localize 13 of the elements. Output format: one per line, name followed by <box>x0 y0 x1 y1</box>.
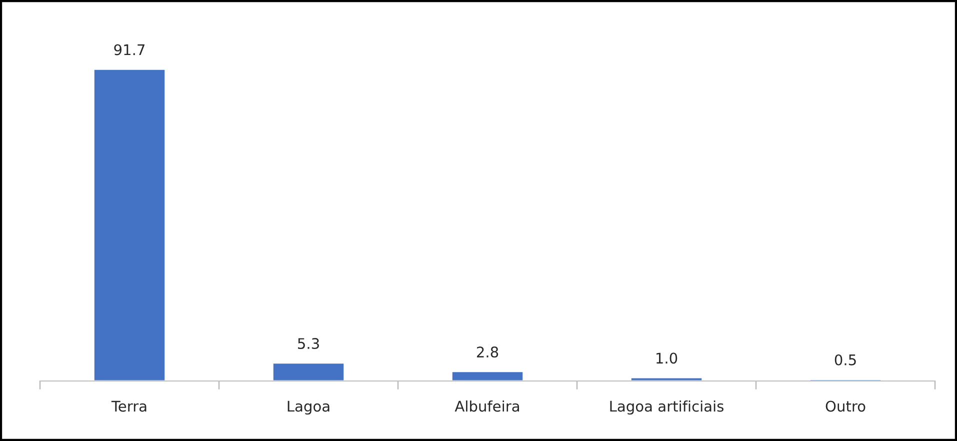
bar <box>93 68 166 381</box>
data-label: 5.3 <box>298 338 319 350</box>
data-label: 0.5 <box>834 354 856 366</box>
x-tick-label: Lagoa <box>288 400 330 415</box>
x-tick-label: Lagoa artificiais <box>610 400 724 415</box>
x-tick-label: Albufeira <box>454 400 519 412</box>
data-label: 91.7 <box>114 44 144 56</box>
bar <box>451 370 524 381</box>
x-tick-label: Terra <box>111 400 146 412</box>
data-label: 1.0 <box>656 352 678 364</box>
bar <box>272 362 345 381</box>
x-tick-label: Outro <box>826 400 866 412</box>
data-label: 2.8 <box>476 346 498 358</box>
